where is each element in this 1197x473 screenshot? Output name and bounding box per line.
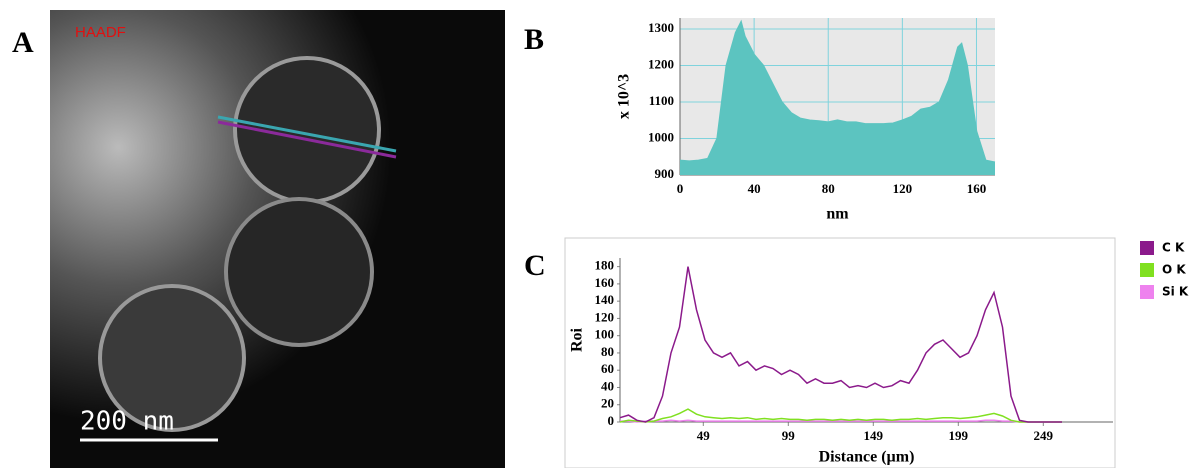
series-line: [620, 419, 1062, 423]
scan-line: [217, 120, 397, 159]
panel-label: B: [524, 23, 544, 56]
y-tick-label: 1000: [648, 129, 674, 144]
legend-label: C K: [1162, 241, 1185, 255]
y-tick-label: 20: [601, 396, 614, 411]
panel-a: HAADF 200 nm A: [12, 10, 505, 468]
y-axis-label: Roi: [569, 327, 586, 352]
particle: [224, 197, 374, 347]
legend-swatch: [1140, 263, 1154, 277]
y-tick-label: 40: [601, 378, 614, 393]
y-tick-label: 180: [595, 258, 615, 273]
legend-swatch: [1140, 285, 1154, 299]
x-tick-label: 199: [949, 428, 969, 443]
x-tick-label: 0: [677, 181, 684, 196]
panel-label: A: [12, 26, 34, 59]
y-axis-label: x 10^3: [616, 74, 633, 119]
x-tick-label: 249: [1034, 428, 1054, 443]
x-tick-label: 99: [782, 428, 796, 443]
y-tick-label: 60: [601, 361, 614, 376]
scale-bar-label: 200 nm: [80, 407, 174, 437]
series-line: [619, 266, 1062, 423]
y-tick-label: 0: [608, 413, 615, 428]
legend-label: O K: [1162, 263, 1186, 277]
x-tick-label: 40: [748, 181, 761, 196]
y-tick-label: 120: [595, 309, 615, 324]
y-tick-label: 100: [595, 327, 615, 342]
x-tick-label: 120: [893, 181, 913, 196]
scan-line: [217, 115, 397, 153]
legend-label: Si K: [1162, 285, 1189, 299]
series-line: [619, 408, 1062, 423]
chart-frame: [564, 237, 1116, 469]
x-axis-label: nm: [826, 206, 849, 223]
particle: [98, 284, 246, 432]
y-tick-label: 1200: [648, 56, 674, 71]
y-tick-label: 80: [601, 344, 614, 359]
area-line: [679, 19, 996, 163]
x-tick-label: 149: [864, 428, 884, 443]
y-tick-label: 900: [655, 166, 675, 181]
y-tick-label: 140: [595, 292, 615, 307]
y-tick-label: 160: [595, 275, 615, 290]
image-label: HAADF: [75, 24, 126, 41]
x-tick-label: 160: [967, 181, 987, 196]
y-tick-label: 1300: [648, 20, 674, 35]
legend-swatch: [1140, 241, 1154, 255]
x-tick-label: 49: [697, 428, 711, 443]
panel-label: C: [524, 249, 546, 282]
x-axis-label: Distance (µm): [819, 449, 915, 466]
y-tick-label: 1100: [649, 93, 674, 108]
x-tick-label: 80: [822, 181, 835, 196]
